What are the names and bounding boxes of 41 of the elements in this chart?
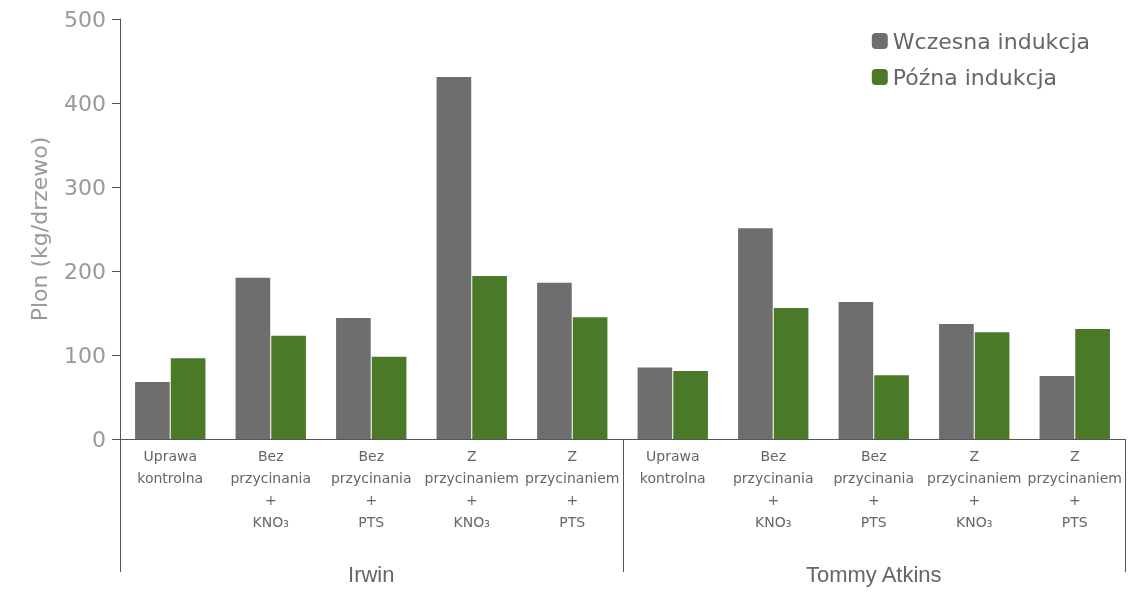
text: Tommy Atkins [805,561,942,587]
x-tick-label: Bez przycinania + KNO₃ [230,448,312,530]
bar [738,228,773,439]
bar [537,282,572,439]
y-tick-label: 200 [64,258,106,284]
bar [170,358,206,439]
bar [472,276,507,439]
x-tick-label: Z przycinaniem + KNO₃ [927,448,1022,530]
bar [773,307,809,439]
x-tick-label: Bez przycinania + KNO₃ [732,448,814,530]
bar [135,381,170,439]
y-axis-title: Plon (kg/drzewo) [26,136,52,322]
text: Irwin [348,561,395,587]
y-tick-label: 100 [64,342,106,368]
bar [572,317,608,439]
y-tick-label: 0 [92,426,106,452]
bar [939,323,974,439]
legend-label: Wczesna indukcja [892,28,1091,54]
bar [974,332,1010,439]
bar [235,277,271,439]
bar [336,318,371,439]
x-tick-label: Bez przycinania + PTS [330,448,412,530]
x-tick-label: Z przycinaniem + KNO₃ [424,448,519,530]
x-tick-label: Bez przycinania + PTS [833,448,915,530]
x-tick-label: Uprawa kontrolna [137,448,204,486]
legend-label: Późna indukcja [892,64,1058,90]
y-tick-label: 500 [64,6,106,32]
bar [673,370,708,439]
bar [874,375,909,439]
bar [271,335,306,439]
bar [1039,376,1075,439]
bar [371,356,407,439]
bar [436,76,472,439]
y-tick-label: 400 [64,90,106,116]
bar [637,367,673,439]
x-tick-label: Uprawa kontrolna [639,448,706,486]
y-tick-label: 300 [64,174,106,200]
bar [1075,328,1110,439]
bar [838,302,874,439]
x-tick-label: Z przycinaniem + PTS [525,448,620,530]
x-tick-label: Z przycinaniem + PTS [1027,448,1122,530]
